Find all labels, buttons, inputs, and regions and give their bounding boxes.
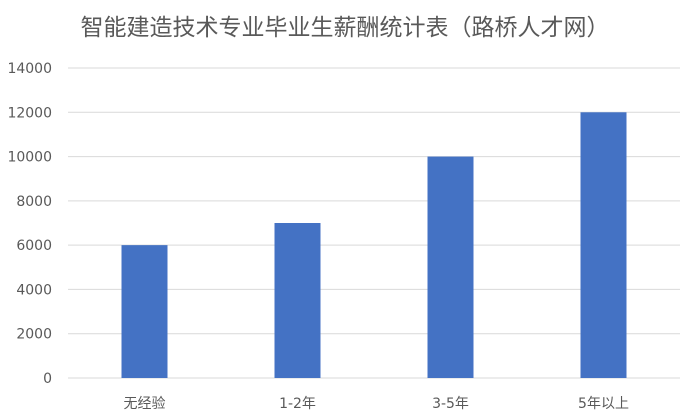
x-tick-label: 5年以上 [578, 396, 629, 412]
y-tick-label: 14000 [7, 61, 52, 77]
x-tick-label: 无经验 [124, 396, 166, 412]
y-tick-label: 2000 [16, 327, 52, 343]
x-tick-label: 3-5年 [432, 396, 469, 412]
bar-0 [121, 245, 168, 378]
y-tick-label: 8000 [16, 194, 52, 210]
y-tick-label: 6000 [16, 238, 52, 254]
x-tick-label: 1-2年 [279, 396, 316, 412]
y-tick-label: 10000 [7, 150, 52, 166]
bar-1 [274, 223, 321, 378]
y-tick-label: 12000 [7, 105, 52, 121]
bar-3 [580, 112, 627, 379]
y-tick-label: 4000 [16, 282, 52, 298]
bar-2 [427, 156, 474, 378]
y-tick-label: 0 [43, 371, 52, 387]
chart-title: 智能建造技术专业毕业生薪酬统计表（路桥人才网） [80, 15, 610, 41]
